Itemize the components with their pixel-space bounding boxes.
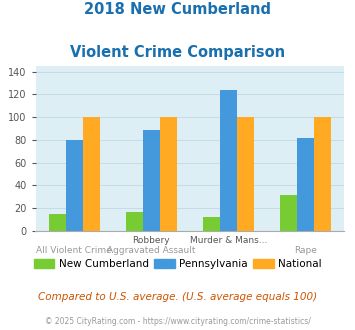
Bar [66, 140, 83, 231]
Text: 2018 New Cumberland: 2018 New Cumberland [84, 2, 271, 16]
Text: Murder & Mans...: Murder & Mans... [190, 236, 267, 245]
Bar [297, 138, 314, 231]
Text: Compared to U.S. average. (U.S. average equals 100): Compared to U.S. average. (U.S. average … [38, 292, 317, 302]
Text: All Violent Crime: All Violent Crime [36, 246, 112, 255]
Bar [314, 117, 331, 231]
Text: Rape: Rape [294, 246, 317, 255]
Text: Robbery: Robbery [132, 236, 170, 245]
Bar [220, 90, 237, 231]
Bar [83, 117, 100, 231]
Bar [126, 212, 143, 231]
Bar [237, 117, 254, 231]
Bar [280, 195, 297, 231]
Text: Aggravated Assault: Aggravated Assault [107, 246, 196, 255]
Text: © 2025 CityRating.com - https://www.cityrating.com/crime-statistics/: © 2025 CityRating.com - https://www.city… [45, 317, 310, 326]
Bar [143, 130, 160, 231]
Legend: New Cumberland, Pennsylvania, National: New Cumberland, Pennsylvania, National [29, 254, 326, 273]
Bar [49, 214, 66, 231]
Bar [160, 117, 177, 231]
Bar [203, 217, 220, 231]
Text: Violent Crime Comparison: Violent Crime Comparison [70, 45, 285, 59]
